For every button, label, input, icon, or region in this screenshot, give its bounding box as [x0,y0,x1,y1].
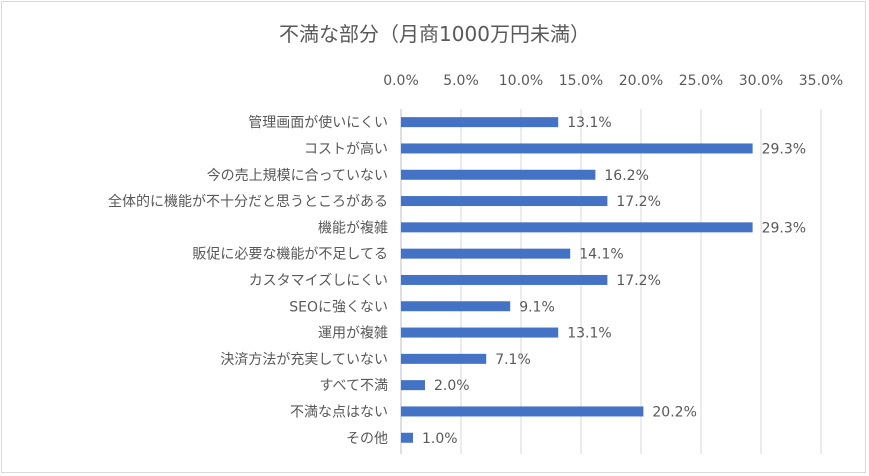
data-label: 7.1% [495,352,531,368]
data-label: 2.0% [434,378,470,394]
bar [401,380,425,391]
category-label: 機能が複雑 [318,219,388,236]
category-label: 販促に必要な機能が不足してる [192,247,388,263]
bar [401,301,511,312]
x-tick-label: 15.0% [559,73,603,89]
data-label: 13.1% [567,115,611,131]
bar [401,248,571,259]
data-label: 13.1% [567,326,611,342]
bar [401,432,413,443]
category-label: SEOに強くない [289,299,388,315]
x-tick-label: 10.0% [499,73,543,89]
bar [401,196,608,207]
category-label: 今の売上規模に合っていない [207,168,388,184]
data-label: 17.2% [616,273,660,289]
x-tick-label: 20.0% [619,73,663,89]
data-label: 29.3% [762,220,806,236]
category-label: 管理画面が使いにくい [248,114,388,131]
category-label: 運用が複雑 [318,325,388,342]
category-label: 全体的に機能が不十分だと思うところがある [108,193,388,210]
category-labels: 管理画面が使いにくいコストが高い今の売上規模に合っていない全体的に機能が不十分だ… [108,114,388,447]
x-tick-label: 25.0% [679,73,723,89]
data-label: 9.1% [519,299,555,315]
bar [401,169,596,180]
category-label: すべて不満 [320,378,388,394]
bar [401,327,559,338]
data-label: 29.3% [762,141,806,157]
data-label: 1.0% [422,431,458,447]
data-label: 14.1% [579,247,623,263]
category-label: 決済方法が充実していない [220,352,388,368]
x-tick-label: 5.0% [443,73,479,89]
x-tick-label: 30.0% [739,73,783,89]
bar [401,353,487,364]
category-label: コストが高い [304,140,388,157]
bar [401,406,644,417]
gridlines [400,109,822,454]
data-labels: 13.1% 29.3% 16.2% 17.2% 29.3% 14.1% 17.2% 9.1% 1… [422,115,806,447]
bar [401,222,753,233]
category-label: 不満な点はない [290,404,388,420]
x-tick-label: 35.0% [799,73,843,89]
category-label: カスタマイズしにくい [249,273,388,289]
data-label: 17.2% [616,194,660,210]
chart-title: 不満な部分（月商1000万円未満） [279,22,590,46]
category-label: その他 [346,431,388,447]
x-tick-label: 0.0% [383,73,419,89]
data-label: 16.2% [604,168,648,184]
data-label: 20.2% [652,404,696,420]
bar [401,274,608,285]
bar [401,143,753,154]
bars [401,117,753,443]
x-axis-ticks: 0.0% 5.0% 10.0% 15.0% 20.0% 25.0% 30.0% 35.0% [383,73,843,89]
bar [401,117,559,128]
